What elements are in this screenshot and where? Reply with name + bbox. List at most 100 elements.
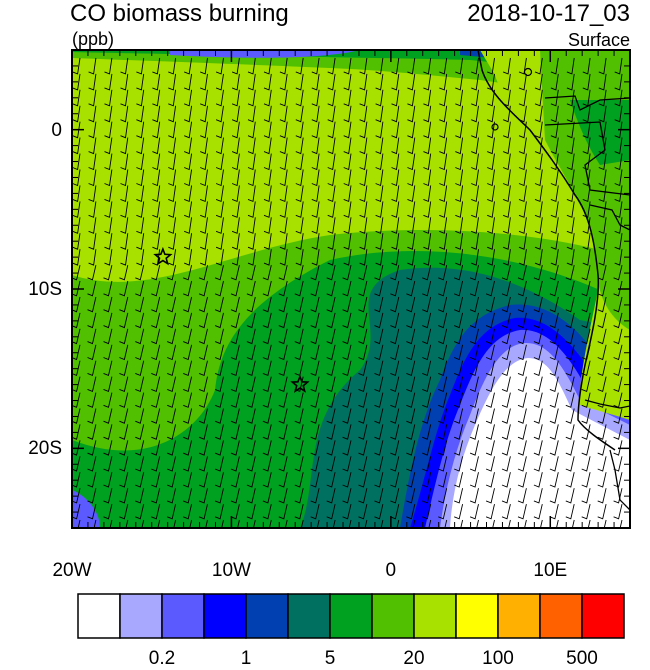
wind-barb [295, 105, 304, 123]
wind-barb [183, 360, 193, 377]
wind-barb [183, 296, 193, 313]
wind-barb [566, 121, 575, 139]
wind-barb [391, 217, 400, 234]
wind-barb [230, 264, 240, 281]
wind-barb [358, 312, 368, 329]
wind-barb [374, 376, 384, 393]
wind-barb [358, 488, 368, 504]
wind-barb [455, 57, 464, 75]
wind-barb [469, 280, 479, 297]
wind-barb [230, 408, 240, 424]
wind-barb [214, 503, 224, 520]
wind-barb [485, 456, 495, 472]
wind-barb [310, 280, 320, 297]
wind-barb [518, 217, 527, 234]
wind-barb [469, 344, 479, 361]
wind-barb [556, 519, 559, 528]
wind-barb [214, 312, 224, 329]
site-star-marker [153, 246, 173, 266]
wind-barb [566, 89, 575, 107]
wind-barb [358, 280, 368, 297]
wind-barb [454, 503, 464, 520]
wind-barb [87, 312, 97, 329]
wind-barb [327, 217, 336, 234]
wind-barb [326, 408, 336, 424]
wind-barb [374, 392, 384, 408]
wind-barb [119, 280, 129, 297]
wind-barb [168, 169, 177, 187]
site-star-marker [290, 374, 310, 393]
wind-barb [262, 488, 272, 504]
wind-barb [487, 57, 495, 75]
wind-barb [279, 249, 288, 266]
wind-barb [502, 249, 511, 266]
wind-barb [391, 201, 400, 218]
wind-barb [374, 456, 384, 472]
wind-barb [151, 312, 161, 329]
wind-barb [598, 121, 607, 139]
wind-barb [231, 121, 240, 139]
wind-barb [422, 456, 432, 472]
wind-barb [103, 264, 113, 281]
wind-barb [549, 440, 559, 456]
colorbar-label: 5 [324, 648, 336, 669]
wind-barb [613, 440, 623, 456]
wind-barb [343, 105, 352, 123]
wind-barb [135, 456, 145, 472]
wind-barb [517, 376, 527, 393]
wind-barb [119, 360, 129, 377]
wind-barb [422, 344, 432, 361]
wind-barb [326, 264, 336, 281]
wind-barb [88, 105, 97, 123]
wind-barb [311, 249, 320, 266]
wind-barb [120, 249, 129, 266]
wind-barb [230, 424, 240, 440]
wind-barb [343, 73, 352, 91]
wind-barb [518, 153, 527, 171]
wind-barb [374, 488, 384, 504]
wind-barb [614, 137, 623, 155]
wind-barb [104, 249, 113, 266]
wind-barb [311, 89, 320, 107]
wind-barb [364, 519, 368, 528]
wind-barb [390, 312, 400, 329]
wind-barb [359, 121, 368, 139]
wind-barb [533, 328, 543, 345]
wind-barb [310, 264, 320, 281]
wind-barb [262, 344, 272, 361]
wind-barb [407, 121, 416, 139]
wind-barb [135, 440, 145, 456]
wind-barb [311, 105, 320, 123]
wind-barb [517, 344, 527, 361]
wind-barb [294, 424, 304, 440]
wind-barb [391, 89, 400, 107]
wind-barb [215, 153, 224, 171]
wind-barb [198, 408, 208, 424]
wind-barb [485, 488, 495, 504]
wind-barb [151, 440, 161, 456]
colorbar-label: 20 [403, 648, 425, 669]
wind-barb [119, 376, 129, 393]
wind-barb [550, 249, 559, 266]
wind-barb [168, 185, 177, 203]
wind-barb [136, 57, 145, 75]
wind-barb [534, 121, 543, 139]
wind-barb [485, 280, 495, 297]
wind-barb [104, 137, 113, 155]
wind-barb [263, 73, 272, 91]
wind-barb [359, 185, 368, 203]
wind-barb [189, 519, 193, 528]
wind-barb [88, 121, 97, 139]
wind-barb [533, 424, 543, 440]
wind-barb [428, 519, 432, 528]
wind-barb [550, 137, 559, 155]
wind-barb [167, 456, 177, 472]
wind-barb [151, 488, 161, 504]
colorbar-label: 500 [566, 648, 598, 669]
wind-barb [104, 201, 113, 218]
wind-barb [246, 472, 256, 488]
wind-barb [278, 264, 288, 281]
wind-barb [485, 408, 495, 424]
wind-barb [183, 392, 193, 408]
wind-barb [263, 57, 272, 75]
